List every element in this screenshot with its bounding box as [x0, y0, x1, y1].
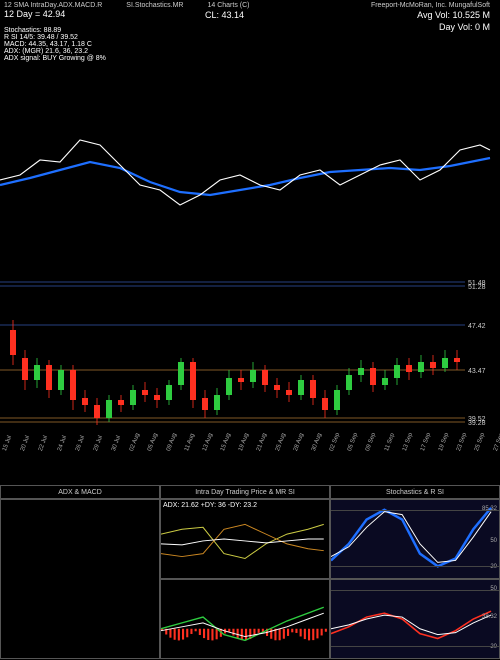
date-axis: 15 Jul20 Jul22 Jul24 Jul26 Jul29 Jul30 J… — [0, 450, 500, 480]
hdr-macd: MACD: 44.35, 43.17, 1.18 C — [4, 41, 92, 48]
hdr-rsi: R SI 14/5: 39.48 / 39.52 — [4, 34, 78, 41]
candlestick-chart: 51.4851.2847.4243.4739.5239.28 — [0, 270, 500, 450]
stoch-y-2: 20 — [490, 564, 497, 570]
hdr-adxsig: ADX signal: BUY Growing @ 8% — [4, 55, 106, 62]
stochastics-panel: 85.32 50 20 — [330, 499, 500, 579]
hdr-adx: ADX: (MGR) 21.6, 36, 23.2 — [4, 48, 88, 55]
stoch-y-1: 50 — [490, 538, 497, 544]
adx-panel: ADX: 21.62 +DY: 36 -DY: 23.2 — [160, 499, 330, 579]
svg-text:51.28: 51.28 — [468, 284, 486, 291]
hdr-stoch: Stochastics: 88.89 — [4, 27, 61, 34]
hdr-l1-left: 12 SMA IntraDay.ADX.MACD.R — [4, 2, 102, 9]
panel-title-3: Stochastics & R SI — [330, 485, 500, 499]
hdr-avgvol: Avg Vol: 10.525 M — [417, 10, 490, 20]
rsi-y-2: 20 — [490, 644, 497, 650]
rsi-y-0: 50 — [490, 586, 497, 592]
hdr-dayvol: Day Vol: 0 M — [439, 22, 490, 32]
rsi-y-1: 38.32 — [482, 614, 497, 620]
panel-title-1: ADX & MACD — [0, 485, 160, 499]
panel-title-2: Intra Day Trading Price & MR SI — [160, 485, 330, 499]
indicator-panels: ADX & MACD Intra Day Trading Price & MR … — [0, 485, 500, 660]
macd-panel — [160, 579, 330, 659]
svg-text:43.47: 43.47 — [468, 368, 486, 375]
hdr-l1-right: Freeport-McMoRan, Inc. MungafulSoft — [371, 2, 490, 9]
svg-text:47.42: 47.42 — [468, 323, 486, 330]
price-line-chart — [0, 90, 500, 250]
chart-header: 12 SMA IntraDay.ADX.MACD.R SI.Stochastic… — [0, 0, 500, 90]
hdr-sma: 12 Day = 42.94 — [4, 9, 65, 19]
rsi-panel: 50 38.32 20 — [330, 579, 500, 659]
stoch-y-0: 85.32 — [482, 506, 497, 512]
hdr-l1-mid: SI.Stochastics.MR — [126, 2, 183, 9]
hdr-close: CL: 43.14 — [205, 10, 244, 20]
adx-label: ADX: 21.62 +DY: 36 -DY: 23.2 — [163, 502, 257, 509]
svg-text:39.28: 39.28 — [468, 420, 486, 427]
intraday-panel-1 — [0, 499, 160, 659]
hdr-l1-mid2: 14 Charts (C) — [207, 2, 249, 9]
